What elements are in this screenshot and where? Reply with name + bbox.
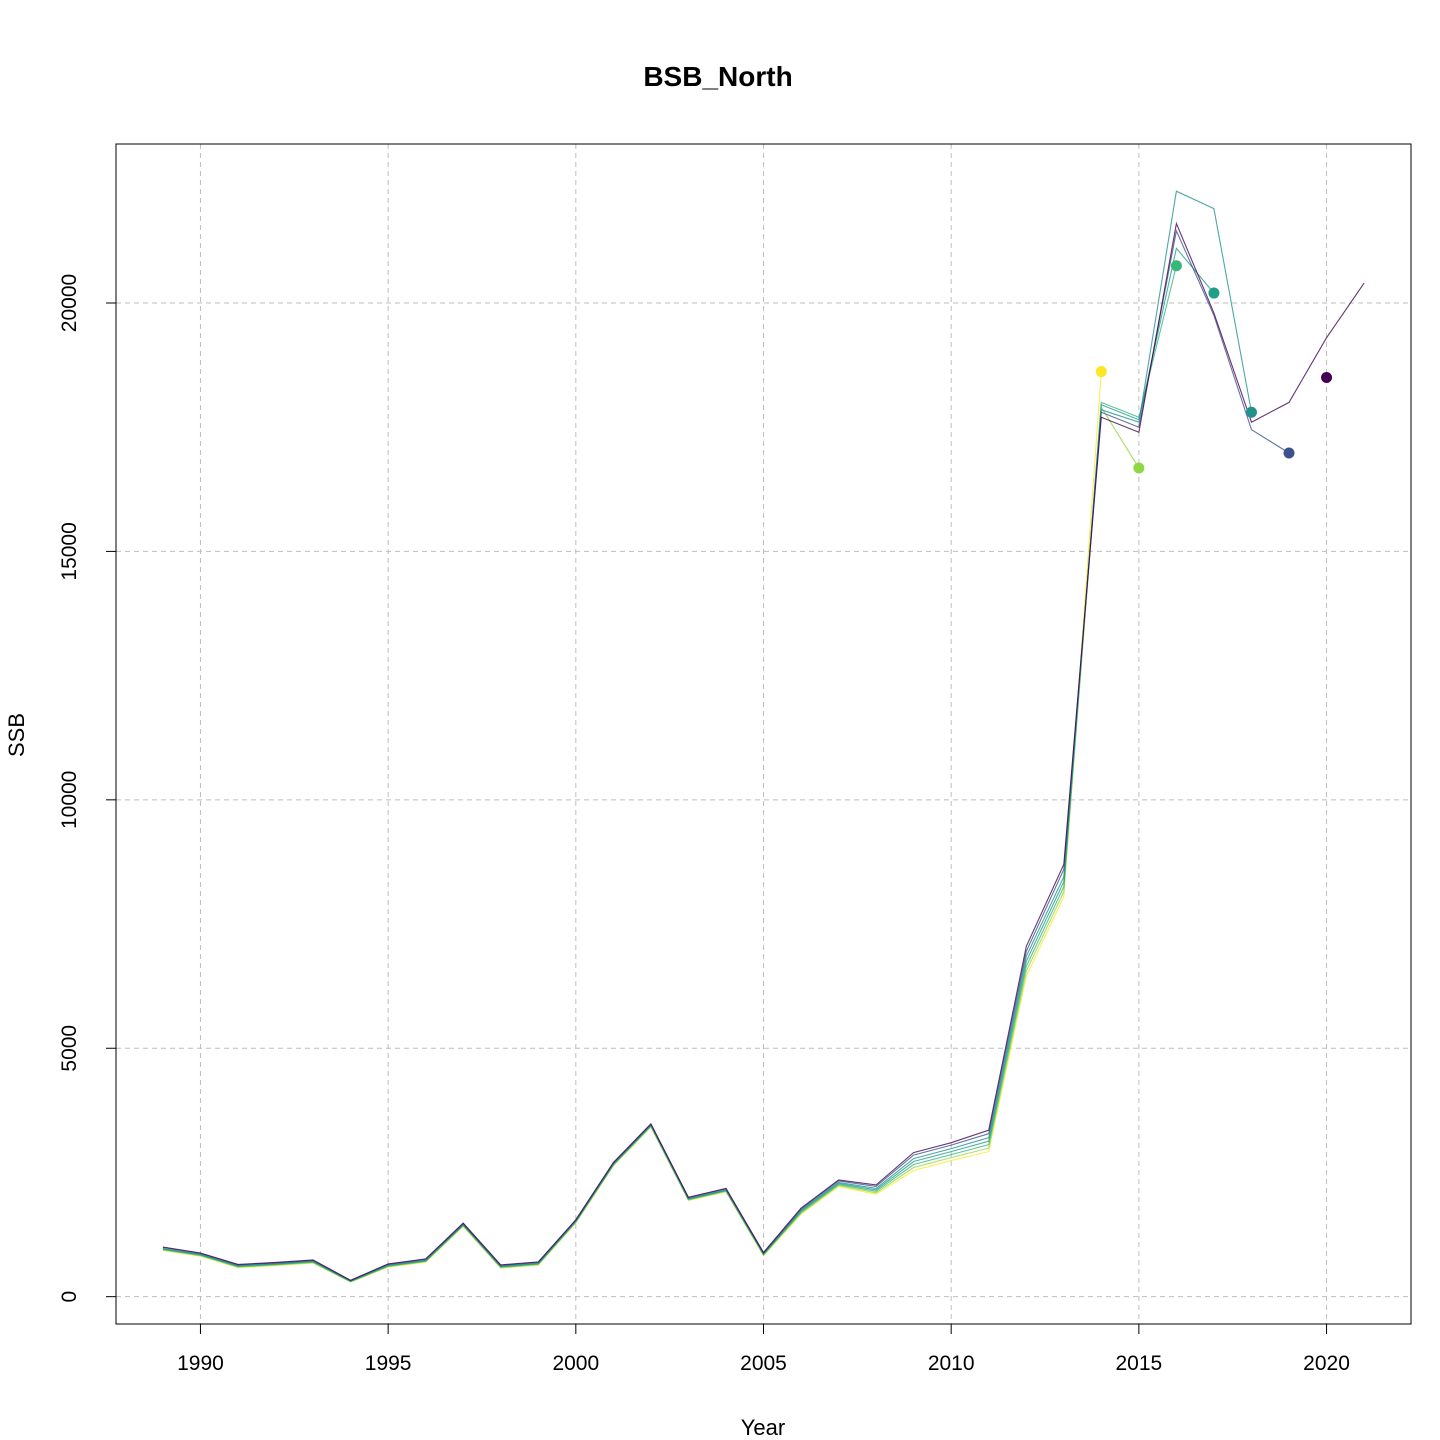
series-line-6 — [162, 405, 1140, 1283]
series-point-1 — [1321, 372, 1333, 384]
series-line-2 — [162, 229, 1290, 1282]
grid-layer — [116, 144, 1411, 1324]
x-axis-label: Year — [741, 1415, 785, 1440]
y-axis: 0 5000 10000 15000 20000 — [58, 274, 116, 1303]
series-point-3 — [1245, 406, 1257, 418]
series-line-4 — [162, 247, 1215, 1282]
x-tick-label-2000: 2000 — [552, 1352, 599, 1375]
series-point-7 — [1095, 366, 1107, 378]
series-line-1 — [162, 221, 1365, 1281]
chart-title: BSB_North — [643, 61, 792, 92]
y-tick-label-20000: 20000 — [58, 274, 81, 332]
y-tick-label-5000: 5000 — [58, 1025, 81, 1072]
x-axis: 1990 1995 2000 2005 2010 2015 2020 — [177, 1324, 1350, 1375]
x-tick-label-1990: 1990 — [177, 1352, 224, 1375]
points-layer — [1095, 260, 1333, 474]
series-point-6 — [1133, 462, 1145, 474]
x-tick-label-2005: 2005 — [740, 1352, 787, 1375]
x-tick-label-2010: 2010 — [928, 1352, 975, 1375]
x-tick-label-2015: 2015 — [1116, 1352, 1163, 1375]
y-tick-label-10000: 10000 — [58, 771, 81, 829]
series-line-5 — [162, 265, 1177, 1283]
series-line-3 — [162, 190, 1253, 1282]
series-layer — [162, 190, 1365, 1283]
series-point-4 — [1208, 287, 1220, 299]
y-tick-label-15000: 15000 — [58, 522, 81, 580]
y-tick-label-0: 0 — [58, 1291, 81, 1303]
series-point-5 — [1170, 260, 1182, 272]
x-tick-label-1995: 1995 — [365, 1352, 412, 1375]
x-tick-label-2020: 2020 — [1303, 1352, 1350, 1375]
series-point-2 — [1283, 447, 1295, 459]
y-axis-label: SSB — [4, 713, 29, 757]
